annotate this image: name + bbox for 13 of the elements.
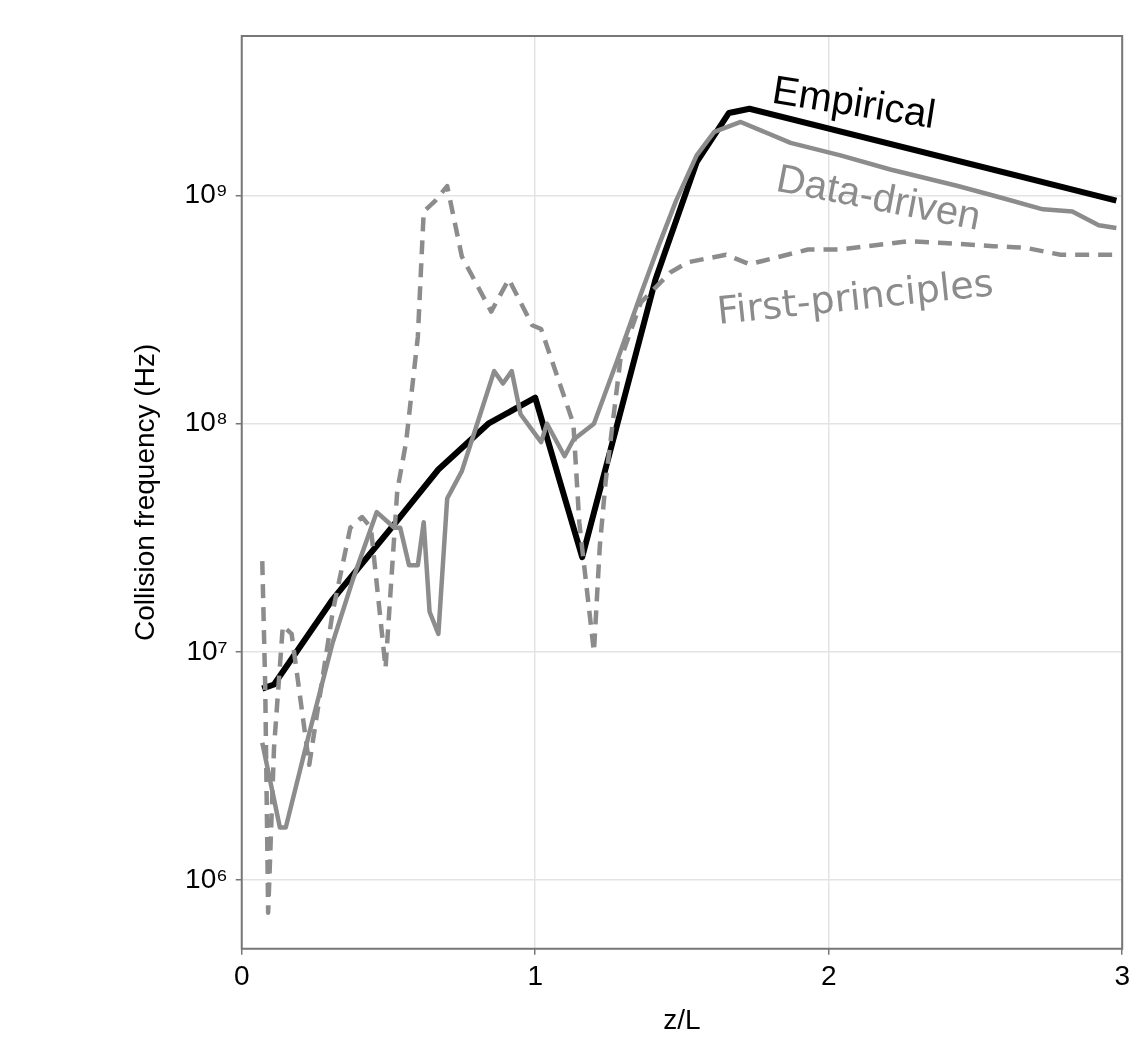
y-tick-label: 10⁷	[186, 634, 228, 666]
x-axis-title: z/L	[663, 1003, 701, 1035]
x-tick-label: 2	[820, 960, 837, 992]
x-tick-label: 3	[1114, 960, 1130, 992]
y-tick-label: 10⁶	[185, 862, 228, 894]
y-tick-label: 10⁹	[184, 178, 228, 210]
x-tick-label: 0	[233, 960, 250, 992]
y-axis-title: Collision frequency (Hz)	[128, 343, 160, 642]
x-tick-label: 1	[527, 960, 544, 992]
text: Empirical	[769, 66, 939, 137]
y-tick-label: 10⁸	[184, 406, 228, 438]
text: First-principles	[714, 260, 996, 334]
text: Data-driven	[773, 155, 985, 238]
